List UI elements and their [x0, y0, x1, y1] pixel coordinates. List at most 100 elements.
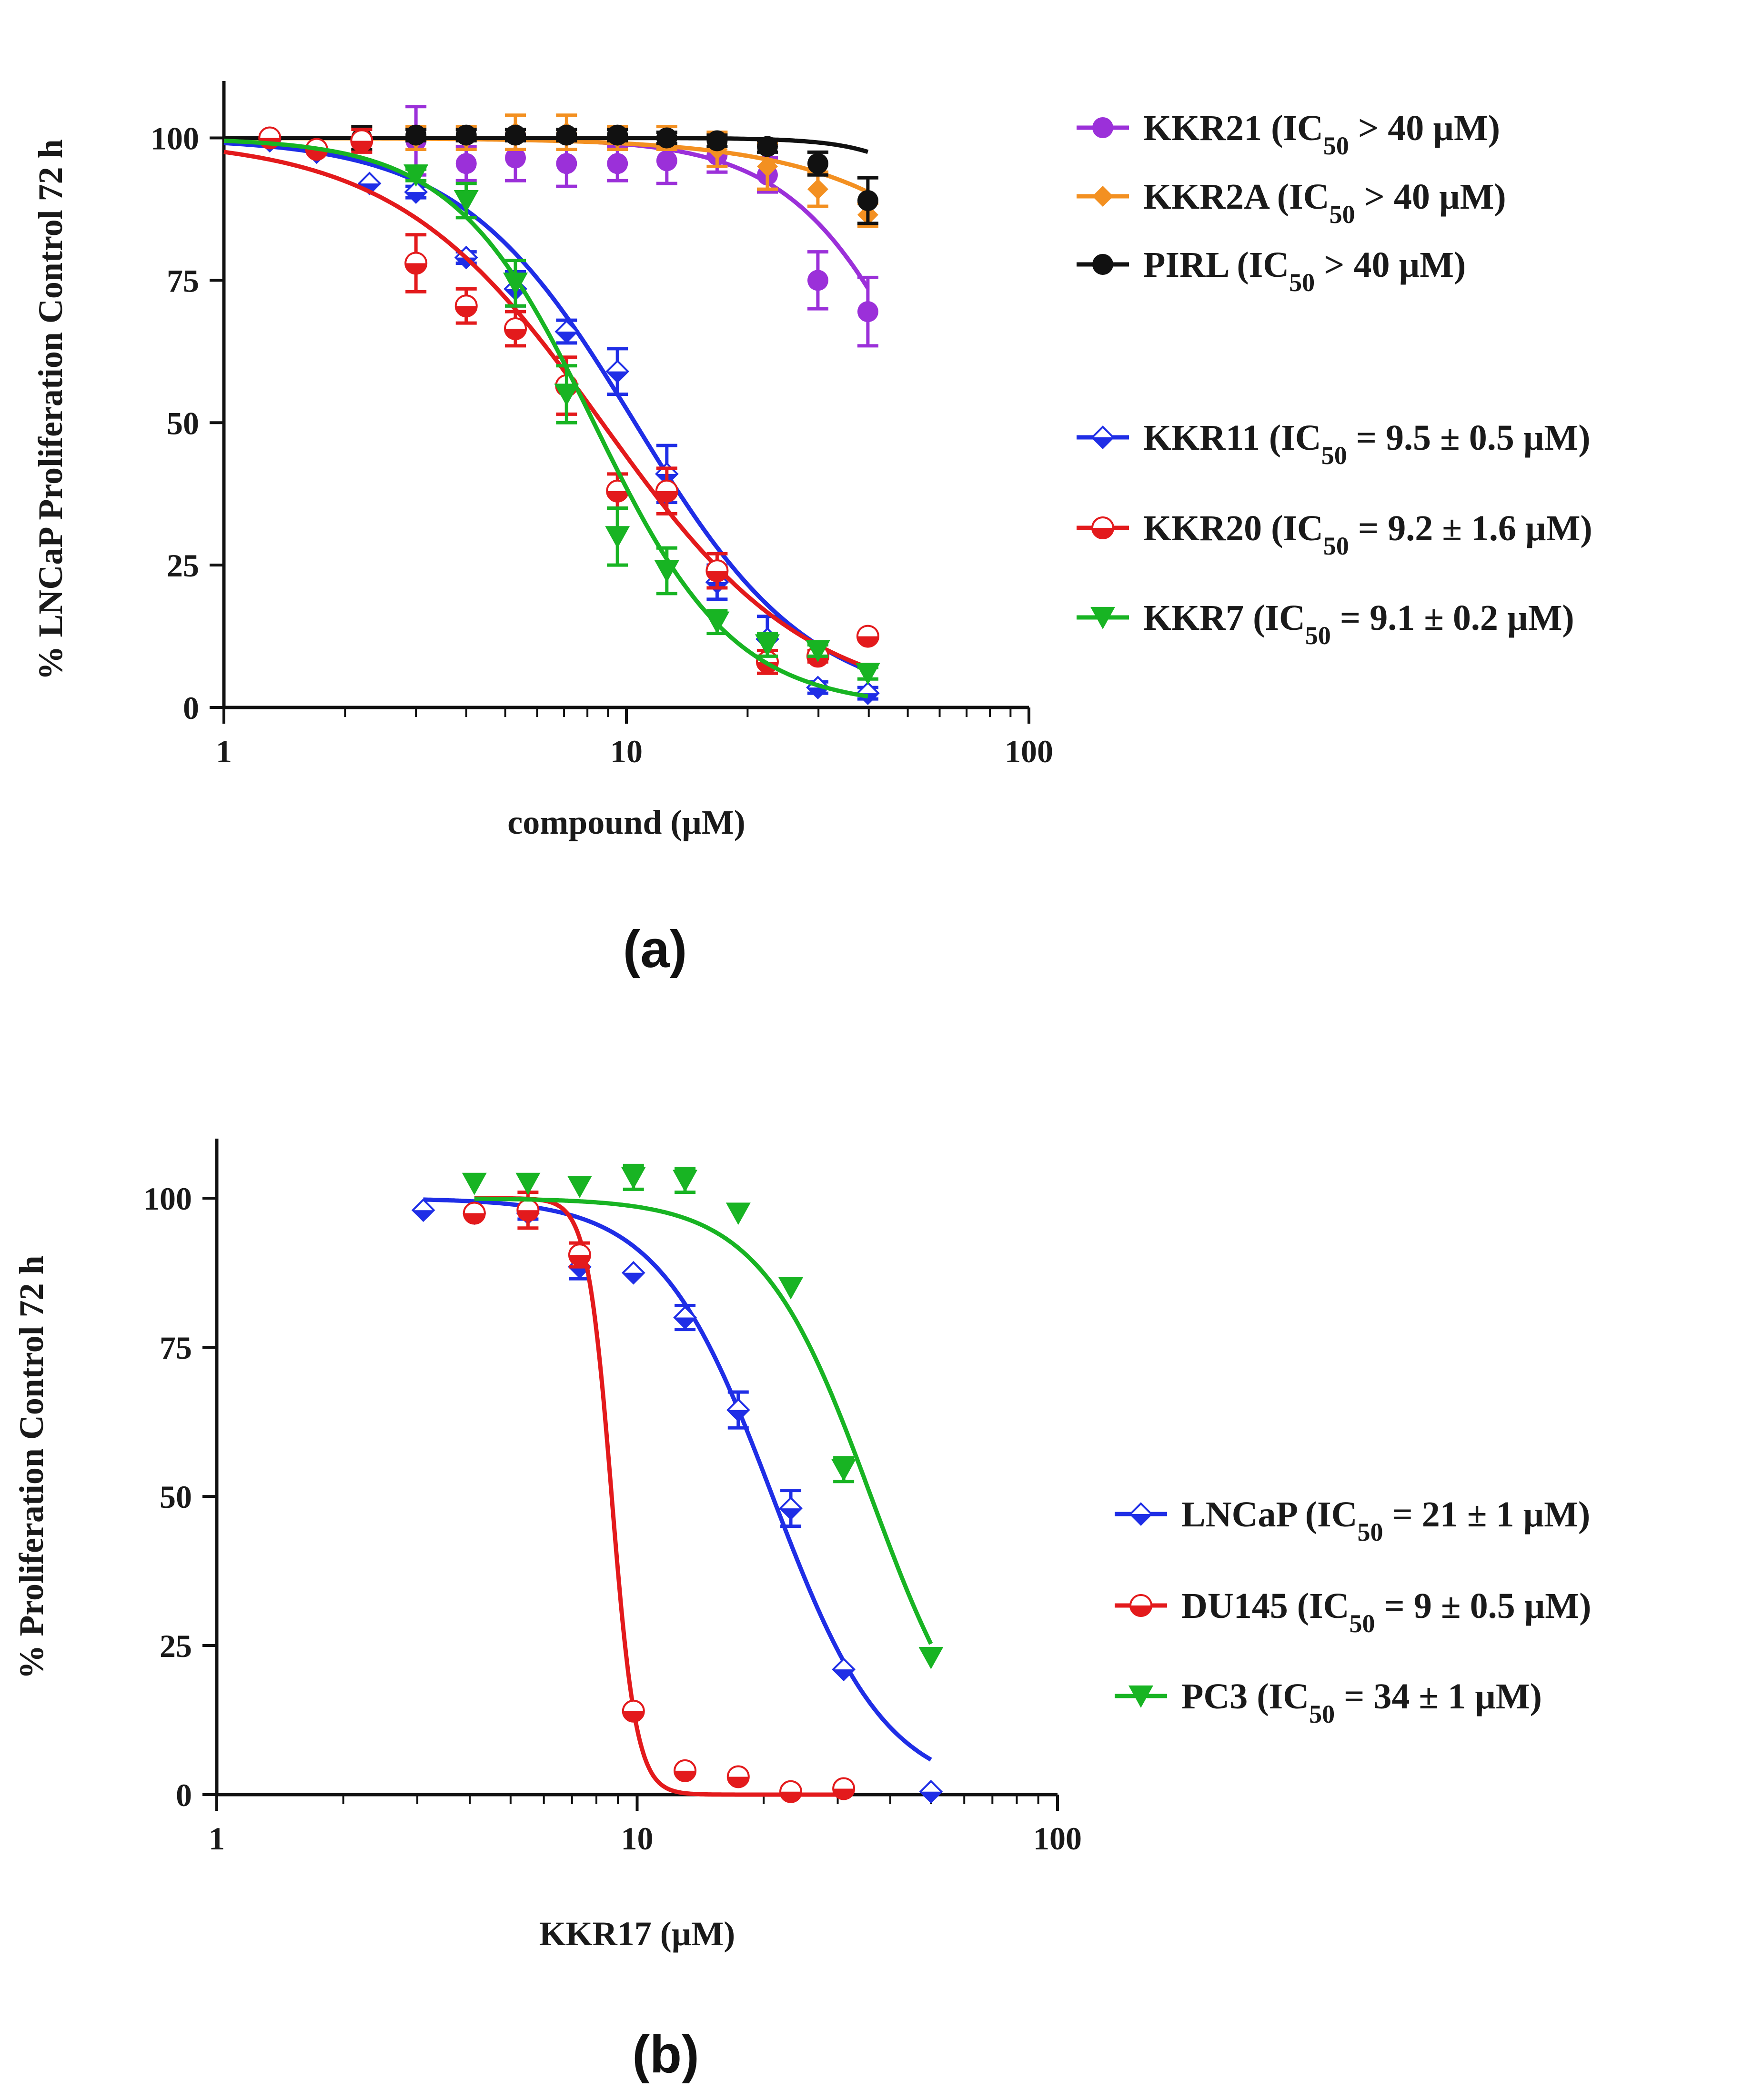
data-point — [411, 1198, 435, 1222]
data-point — [832, 1657, 856, 1681]
data-point — [807, 179, 828, 200]
legend-label-subscript: 50 — [1357, 1518, 1383, 1546]
legend-label: KKR7 (IC50 = 9.1 ± 0.2 µM) — [1143, 598, 1574, 650]
legend-item-pirl: PIRL (IC50 > 40 µM) — [1077, 245, 1466, 297]
data-point — [404, 252, 428, 275]
legend-label-prefix: KKR20 (IC — [1143, 508, 1323, 548]
data-point — [607, 153, 628, 174]
legend-marker — [1090, 606, 1115, 629]
legend-label-suffix: = 9.5 ± 0.5 µM) — [1347, 418, 1591, 458]
fit-curve-lncap — [423, 1197, 932, 1762]
legend-marker — [1129, 1502, 1153, 1526]
data-point — [857, 190, 878, 212]
data-point — [919, 1779, 943, 1804]
y-tick-label: 50 — [160, 1479, 192, 1515]
legend-label-suffix: = 21 ± 1 µM) — [1383, 1494, 1590, 1535]
x-tick-label: 10 — [621, 1820, 654, 1857]
data-point — [567, 1176, 592, 1198]
fit-curve-kkr11 — [223, 141, 869, 673]
legend-label: KKR21 (IC50 > 40 µM) — [1143, 108, 1500, 160]
data-point — [655, 479, 678, 503]
data-point — [832, 1777, 856, 1800]
y-tick-label: 25 — [160, 1628, 192, 1664]
data-point — [605, 359, 630, 384]
data-point — [705, 559, 729, 583]
y-axis-label: % LNCaP Proliferation Control 72 h — [31, 139, 70, 680]
legend-label-prefix: KKR2A (IC — [1143, 177, 1330, 217]
data-point — [505, 147, 526, 169]
data-point — [726, 1765, 750, 1788]
data-point — [831, 1459, 856, 1482]
data-point — [568, 1243, 591, 1267]
series-lncap — [411, 1197, 943, 1804]
legend-item-kkr20: KKR20 (IC50 = 9.2 ± 1.6 µM) — [1077, 508, 1592, 560]
fit-curve-pc3 — [474, 1196, 933, 1645]
data-point — [918, 1646, 944, 1669]
legend-label-subscript: 50 — [1350, 1609, 1375, 1638]
data-point — [673, 1170, 698, 1192]
legend-label-subscript: 50 — [1323, 532, 1349, 560]
data-point — [556, 153, 577, 174]
x-tick-label: 100 — [1033, 1820, 1082, 1857]
data-point — [725, 1202, 751, 1225]
legend-marker — [1128, 1685, 1153, 1708]
data-point — [706, 130, 728, 151]
data-point — [605, 526, 630, 549]
y-tick-label: 50 — [167, 405, 199, 441]
fit-curve-kkr7 — [223, 139, 868, 699]
fit-curve-kkr20 — [223, 150, 869, 670]
data-point — [556, 124, 577, 146]
panel-label: (a) — [623, 920, 687, 979]
data-point — [654, 560, 679, 583]
data-point — [805, 640, 830, 663]
legend-label-subscript: 50 — [1309, 1700, 1335, 1728]
data-point — [855, 663, 880, 685]
legend-label-suffix: = 9.1 ± 0.2 µM) — [1331, 598, 1574, 638]
data-point — [454, 294, 478, 318]
chart-panel-a: 0 25 50 75 100 1 10 100 compound (µM) % LNCaP Pro… — [31, 81, 1592, 979]
data-point — [405, 124, 427, 146]
legend-label: PC3 (IC50 = 34 ± 1 µM) — [1181, 1676, 1542, 1728]
y-tick-label: 100 — [143, 1181, 192, 1217]
legend-label-subscript: 50 — [1330, 200, 1355, 229]
data-point — [755, 634, 780, 657]
data-point — [857, 301, 878, 323]
x-tick-label: 10 — [610, 733, 643, 769]
data-point — [856, 625, 879, 648]
data-point — [621, 1261, 645, 1285]
data-point — [554, 320, 579, 343]
data-point — [674, 1759, 697, 1782]
data-point — [503, 273, 528, 295]
legend-label-prefix: KKR7 (IC — [1143, 598, 1305, 638]
x-tick-label: 1 — [209, 1820, 225, 1857]
legend-label: PIRL (IC50 > 40 µM) — [1143, 245, 1466, 297]
data-point — [621, 1167, 646, 1190]
series-kkr11 — [223, 129, 880, 705]
legend-label-suffix: > 40 µM) — [1349, 108, 1500, 148]
y-tick-label: 0 — [176, 1777, 192, 1813]
data-point — [463, 1201, 486, 1225]
legend-label-prefix: LNCaP (IC — [1181, 1494, 1357, 1535]
data-point — [778, 1277, 804, 1300]
data-point — [705, 611, 730, 634]
series-kkr2a — [224, 113, 878, 228]
y-axis-label: % Proliferation Control 72 h — [12, 1255, 50, 1679]
y-tick-label: 75 — [167, 262, 199, 299]
data-point — [505, 124, 526, 146]
legend-label-prefix: KKR21 (IC — [1143, 108, 1323, 148]
x-tick-label: 100 — [1005, 733, 1053, 769]
legend-label-prefix: DU145 (IC — [1181, 1586, 1350, 1626]
legend-label-prefix: KKR11 (IC — [1143, 418, 1321, 458]
legend-label: KKR2A (IC50 > 40 µM) — [1143, 177, 1506, 229]
data-point — [462, 1172, 487, 1195]
series-pirl — [224, 124, 878, 225]
legend-label-suffix: = 9.2 ± 1.6 µM) — [1349, 508, 1592, 548]
data-point — [504, 317, 527, 341]
panel-label: (b) — [632, 2025, 699, 2084]
data-point — [515, 1172, 541, 1195]
legend-label: DU145 (IC50 = 9 ± 0.5 µM) — [1181, 1586, 1591, 1638]
y-tick-label: 25 — [167, 547, 199, 584]
legend-label-suffix: > 40 µM) — [1355, 177, 1506, 217]
data-point — [516, 1199, 540, 1222]
legend-marker — [1129, 1594, 1152, 1617]
